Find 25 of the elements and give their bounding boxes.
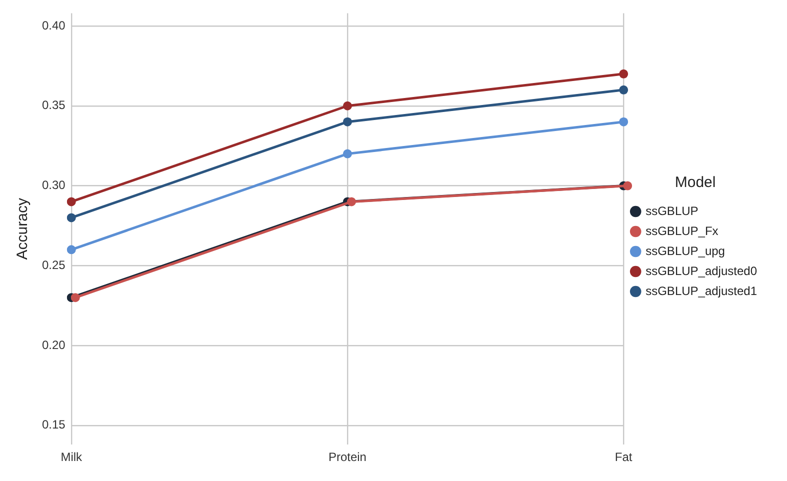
legend-label: ssGBLUP_Fx — [646, 224, 718, 238]
legend-label: ssGBLUP_adjusted1 — [646, 284, 758, 298]
point — [66, 245, 76, 254]
point — [66, 197, 76, 206]
legend-label: ssGBLUP — [646, 204, 698, 218]
y-tick-label: 0.35 — [42, 98, 66, 112]
y-tick-label: 0.15 — [42, 418, 66, 432]
point — [66, 213, 76, 222]
legend-label: ssGBLUP_upg — [646, 244, 725, 258]
y-axis-title: Accuracy — [14, 198, 32, 260]
y-tick-label: 0.25 — [42, 258, 66, 272]
legend-title: Model — [674, 174, 716, 192]
y-tick-label: 0.40 — [42, 18, 66, 32]
x-tick-label: Milk — [60, 450, 84, 464]
y-tick-label: 0.30 — [42, 178, 66, 192]
x-tick-label: Protein — [328, 450, 366, 464]
point — [342, 101, 352, 110]
y-tick-label: 0.20 — [42, 338, 66, 352]
legend-label: ssGBLUP_adjusted0 — [646, 264, 758, 278]
point — [619, 85, 628, 94]
point — [619, 117, 628, 126]
point — [342, 117, 352, 126]
point — [342, 149, 352, 158]
point — [619, 69, 628, 78]
x-tick-label: Fat — [614, 450, 633, 464]
